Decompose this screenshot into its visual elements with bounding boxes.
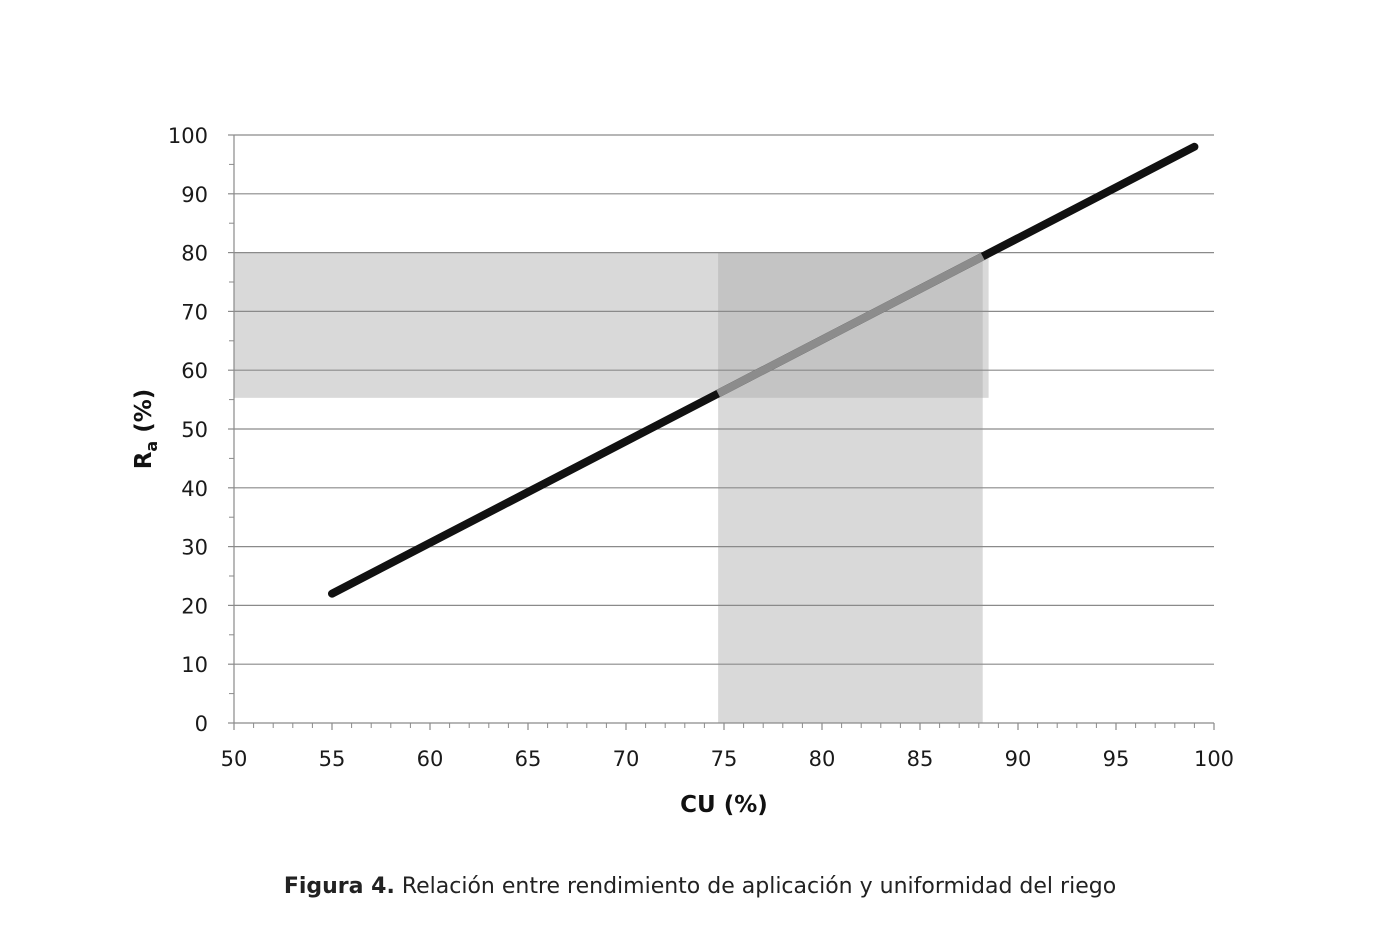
x-tick-label: 50 [221, 747, 248, 771]
y-tick-label: 0 [195, 712, 208, 736]
y-tick-label: 80 [181, 242, 208, 266]
x-tick-label: 60 [417, 747, 444, 771]
series-line-overlap-segment [716, 252, 985, 398]
figure-caption: Figura 4. Relación entre rendimiento de … [0, 874, 1400, 899]
x-axis-title: CU (%) [680, 792, 768, 818]
y-tick-label: 40 [181, 477, 208, 501]
axes [228, 134, 1215, 730]
y-axis-title: Ra (%) [131, 389, 161, 470]
y-tick-label: 70 [181, 300, 208, 324]
x-tick-label: 100 [1194, 747, 1234, 771]
x-tick-label: 65 [515, 747, 542, 771]
y-tick-label: 60 [181, 359, 208, 383]
y-tick-label: 90 [181, 183, 208, 207]
series-group [328, 142, 1199, 598]
y-tick-label: 10 [181, 653, 208, 677]
x-tick-label: 75 [711, 747, 738, 771]
y-tick-label: 20 [181, 594, 208, 618]
y-axis-title-sub: a [142, 441, 161, 452]
x-tick-label: 85 [907, 747, 934, 771]
y-tick-label: 100 [168, 124, 208, 148]
gridlines [234, 134, 1214, 665]
x-tick-label: 80 [809, 747, 836, 771]
y-tick-label: 30 [181, 536, 208, 560]
caption-label: Figura 4. [283, 874, 395, 899]
x-tick-label: 90 [1005, 747, 1032, 771]
x-tick-label: 55 [319, 747, 346, 771]
y-tick-label: 50 [181, 418, 208, 442]
tick-labels: 0 10 20 30 40 50 60 70 80 90 100 50 55 60 65 70 75 80 85 90… [168, 124, 1234, 771]
y-axis-title-tail: (%) [131, 389, 157, 441]
y-axis-title-main: R [131, 451, 157, 469]
x-tick-label: 95 [1103, 747, 1130, 771]
caption-text: Relación entre rendimiento de aplicación… [394, 874, 1117, 899]
x-tick-label: 70 [613, 747, 640, 771]
